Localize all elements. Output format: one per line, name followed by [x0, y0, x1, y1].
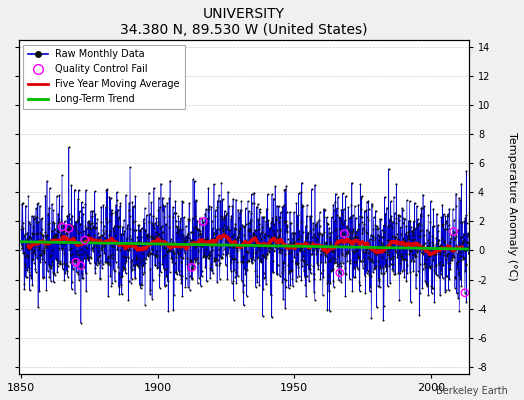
Line: Long-Term Trend: Long-Term Trend [21, 242, 469, 249]
Quality Control Fail [65, 225, 73, 232]
Quality Control Fail [199, 218, 208, 225]
Y-axis label: Temperature Anomaly (°C): Temperature Anomaly (°C) [507, 132, 517, 281]
Quality Control Fail [58, 224, 67, 230]
Long-Term Trend [322, 244, 329, 249]
Raw Monthly Data [42, 236, 49, 240]
Raw Monthly Data [255, 202, 261, 206]
Quality Control Fail [461, 290, 469, 296]
Raw Monthly Data [466, 250, 472, 255]
Quality Control Fail [188, 264, 196, 270]
Five Year Moving Average [331, 245, 337, 250]
Long-Term Trend [210, 242, 216, 247]
Five Year Moving Average [89, 237, 95, 242]
Raw Monthly Data [78, 320, 84, 325]
Five Year Moving Average [150, 240, 157, 245]
Title: UNIVERSITY
34.380 N, 89.530 W (United States): UNIVERSITY 34.380 N, 89.530 W (United St… [120, 7, 367, 37]
Five Year Moving Average [270, 236, 276, 240]
Legend: Raw Monthly Data, Quality Control Fail, Five Year Moving Average, Long-Term Tren: Raw Monthly Data, Quality Control Fail, … [24, 44, 185, 109]
Raw Monthly Data [87, 222, 93, 227]
Five Year Moving Average [25, 243, 31, 248]
Raw Monthly Data [66, 145, 72, 150]
Long-Term Trend [466, 247, 472, 252]
Long-Term Trend [18, 239, 25, 244]
Quality Control Fail [335, 270, 344, 276]
Line: Five Year Moving Average: Five Year Moving Average [28, 235, 462, 254]
Long-Term Trend [254, 243, 260, 248]
Raw Monthly Data [324, 221, 331, 226]
Five Year Moving Average [221, 233, 227, 238]
Quality Control Fail [76, 262, 84, 269]
Five Year Moving Average [428, 252, 434, 257]
Five Year Moving Average [107, 237, 114, 242]
Quality Control Fail [81, 237, 89, 243]
Five Year Moving Average [121, 242, 127, 247]
Long-Term Trend [324, 244, 331, 249]
Text: Berkeley Earth: Berkeley Earth [436, 386, 508, 396]
Raw Monthly Data [18, 227, 25, 232]
Long-Term Trend [86, 240, 93, 245]
Line: Raw Monthly Data: Raw Monthly Data [20, 146, 470, 324]
Quality Control Fail [340, 230, 348, 237]
Five Year Moving Average [459, 244, 465, 249]
Raw Monthly Data [322, 254, 329, 259]
Quality Control Fail [72, 259, 80, 266]
Quality Control Fail [449, 228, 457, 235]
Raw Monthly Data [211, 235, 217, 240]
Long-Term Trend [42, 240, 49, 244]
